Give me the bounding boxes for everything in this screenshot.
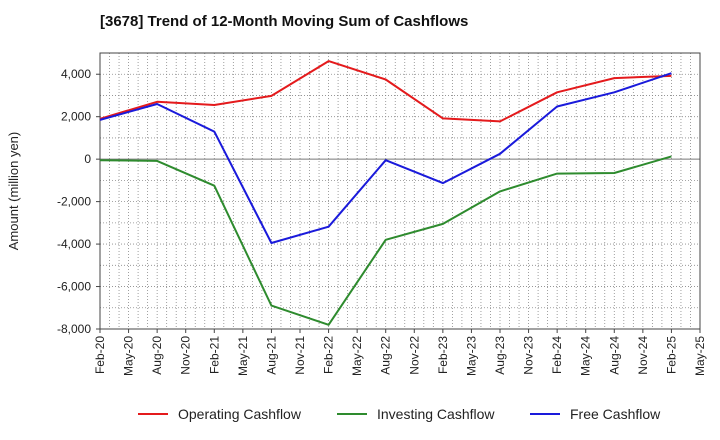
y-tick-label: -2,000 — [57, 195, 91, 209]
x-tick-label: Nov-20 — [179, 336, 193, 375]
x-tick-label: Nov-23 — [522, 336, 536, 375]
x-tick-label: May-25 — [693, 336, 707, 376]
x-tick-label: Nov-21 — [293, 336, 307, 375]
free-cashflow-line — [99, 72, 672, 244]
x-tick-label: Feb-22 — [322, 336, 336, 374]
y-tick-label: -4,000 — [57, 237, 91, 251]
x-tick-label: Feb-23 — [436, 336, 450, 374]
x-tick-label: May-22 — [350, 336, 364, 376]
y-tick-label: 0 — [84, 152, 91, 166]
x-tick-label: May-24 — [579, 336, 593, 376]
x-tick-label: Nov-22 — [407, 336, 421, 375]
operating-cashflow-line — [99, 60, 672, 123]
legend-label-operating-cashflow: Operating Cashflow — [178, 406, 302, 422]
x-tick-label: Aug-20 — [150, 336, 164, 375]
grid-lines — [100, 53, 700, 329]
axes: 4,000 2,000 0 -2,000 -4,000 -6,000 -8,000 Amoun… — [6, 52, 707, 376]
x-tick-label: May-21 — [236, 336, 250, 376]
plot-frame — [99, 52, 701, 330]
x-tick-label: Feb-21 — [207, 336, 221, 374]
x-tick-label: Feb-25 — [664, 336, 678, 374]
y-tick-label: -6,000 — [57, 280, 91, 294]
y-tick-label: 4,000 — [61, 67, 91, 81]
legend-label-free-cashflow: Free Cashflow — [570, 406, 661, 422]
x-tick-label: Aug-21 — [264, 336, 278, 375]
x-tick-label: Feb-20 — [93, 336, 107, 374]
x-tick-label: May-23 — [464, 336, 478, 376]
series-lines — [99, 60, 672, 326]
investing-cashflow-line — [99, 155, 672, 326]
x-tick-label: Aug-22 — [379, 336, 393, 375]
legend: Operating Cashflow Investing Cashflow Free… — [138, 406, 661, 422]
legend-label-investing-cashflow: Investing Cashflow — [377, 406, 495, 422]
y-tick-label: -8,000 — [57, 322, 91, 336]
x-tick-label: Nov-24 — [636, 336, 650, 375]
y-axis-label: Amount (million yen) — [6, 132, 21, 251]
x-tick-label: Feb-24 — [550, 336, 564, 374]
plot-area — [100, 53, 700, 329]
y-tick-label: 2,000 — [61, 110, 91, 124]
x-tick-label: May-20 — [122, 336, 136, 376]
chart-title: [3678] Trend of 12-Month Moving Sum of C… — [100, 13, 469, 30]
x-tick-label: Aug-23 — [493, 336, 507, 375]
x-tick-label: Aug-24 — [607, 336, 621, 375]
